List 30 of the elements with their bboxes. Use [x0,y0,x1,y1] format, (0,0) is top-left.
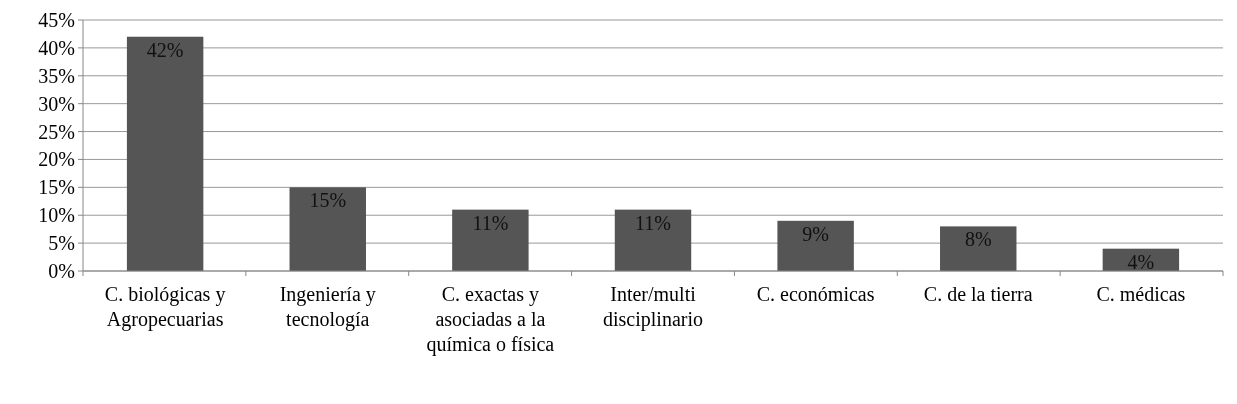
bar [940,226,1017,271]
y-tick-label: 35% [38,64,75,87]
bar [289,187,366,271]
data-label: 4% [1127,250,1155,273]
x-tick-label: C. de la tierra [923,283,1033,305]
data-label: 11% [472,211,509,234]
x-tick-label: C. médicas [1096,283,1186,305]
data-label: 8% [964,228,992,251]
x-tick-label: Ingeniería y tecnología [279,283,376,331]
bar [452,209,529,271]
x-tick-label: C. exactas y asociadas a la química o física [426,283,555,356]
y-tick-label: 40% [38,36,75,59]
data-label: 11% [635,211,671,234]
data-label: 15% [309,189,347,212]
x-tick-label: C. biológicas y Agropecuarias [104,283,226,331]
bar [126,36,204,271]
y-tick-label: 20% [38,148,75,171]
data-label: 42% [146,38,184,61]
data-label: 9% [802,222,829,245]
y-tick-label: 25% [38,120,75,143]
y-tick-label: 30% [38,92,75,115]
y-tick-label: 0% [48,260,75,282]
y-tick-label: 10% [38,204,75,227]
y-tick-label: 5% [48,232,75,255]
x-tick-label: C. económicas [756,283,875,305]
bar [777,220,854,271]
y-tick-label: 45% [38,9,75,31]
y-tick-label: 15% [38,176,75,199]
bar [614,209,692,271]
x-tick-label: Inter/multi disciplinario [603,283,703,331]
